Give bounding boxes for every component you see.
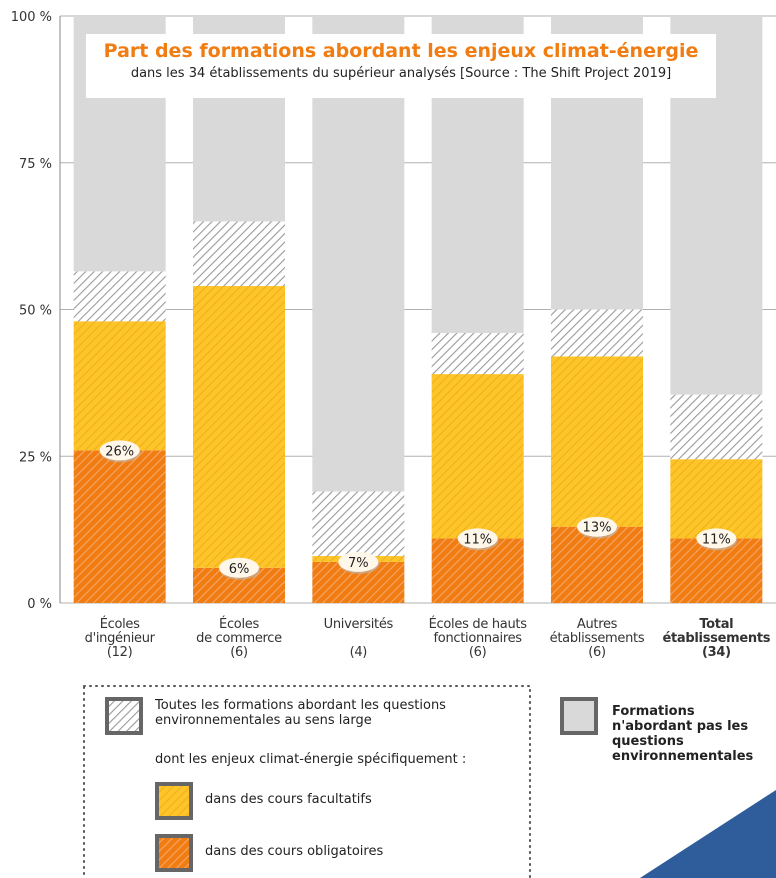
legend-label: dans des cours obligatoires [205,844,384,859]
legend-swatch [560,697,598,735]
legend-swatch [105,697,143,735]
value-label-bg [99,440,140,461]
bar-segment [73,450,166,603]
y-tick-label: 75 % [19,157,52,172]
bar-segment [431,332,524,375]
bar-segment [551,356,643,527]
value-label-bg [696,528,737,549]
value-label-bg [577,516,617,537]
bar-segment [551,526,643,603]
x-tick-label: Autres établissements (6) [549,617,645,660]
legend-box [83,685,531,878]
y-tick-label: 100 % [11,10,52,25]
x-tick-label: Écoles d'ingénieur (12) [84,617,155,660]
x-tick-label: Universités (4) [323,617,394,660]
value-label: 26% [105,444,134,459]
bar-segment [193,286,285,568]
value-label: 11% [702,532,731,547]
legend-label: dans des cours facultatifs [205,792,372,807]
y-tick-label: 50 % [19,304,52,319]
x-tick-label: Écoles de hauts fonctionnaires (6) [428,617,527,660]
legend-label: Formations n'abordant pas les questions … [612,704,754,764]
value-label: 6% [229,562,250,577]
y-tick-label: 25 % [19,450,52,465]
y-tick-label: 0 % [27,597,52,612]
value-label: 7% [348,556,369,571]
bar-segment [193,221,285,287]
bar-segment [431,374,524,539]
x-tick-label: Total établissements (34) [662,617,771,660]
bar-segment [670,459,763,539]
legend-label: Toutes les formations abordant les quest… [155,698,446,728]
bar-segment [73,321,166,451]
value-label: 11% [463,532,492,547]
title-box [86,34,716,98]
value-label-bg [457,528,498,549]
x-tick-label: Écoles de commerce (6) [196,617,282,660]
value-label: 13% [583,521,612,536]
bar-segment [670,394,763,460]
chart-subtitle: dans les 34 établissements du supérieur … [130,66,672,81]
bar-segment [551,309,643,357]
value-label-bg [219,557,259,578]
legend-swatch [155,834,193,872]
legend-swatch [155,782,193,820]
bar-segment [73,271,166,322]
legend-note: dont les enjeux climat-énergie spécifiqu… [155,752,467,767]
bar-segment [312,491,405,557]
value-label-bg [338,551,379,572]
decoration [640,790,776,878]
chart-title: Part des formations abordant les enjeux … [103,40,699,62]
